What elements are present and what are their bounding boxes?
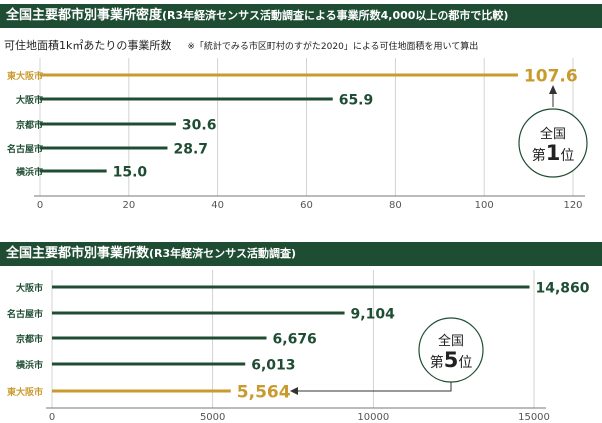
chart2-rank-badge-line2: 第5位 [430, 348, 473, 372]
chart1-rank-badge-line1: 全国 [540, 126, 566, 142]
chart1-tick-label: 80 [389, 200, 402, 211]
chart2-rank-prefix: 第 [430, 354, 444, 371]
chart2-tick-label: 0 [49, 412, 55, 423]
chart2-category-label: 東大阪市 [7, 386, 43, 398]
chart2-rank-number: 5 [444, 348, 459, 372]
chart1-tick-label: 40 [211, 200, 224, 211]
chart1-rank-suffix: 位 [560, 148, 574, 164]
chart2-category-label: 名古屋市 [7, 308, 43, 320]
chart1-title-banner: 全国主要都市別事業所密度(R3年経済センサス活動調査による事業所数4,000以上… [0, 4, 602, 28]
chart1-category-label: 東大阪市 [7, 70, 43, 82]
chart2-title-banner: 全国主要都市別事業所数(R3年経済センサス活動調査) [0, 242, 602, 266]
chart2-tick-label: 15000 [518, 412, 550, 423]
chart1-category-label: 京都市 [16, 119, 43, 131]
chart1-tick-label: 100 [475, 200, 494, 211]
chart1-subtitle: (R3年経済センサス活動調査による事業所数4,000以上の都市で比較) [162, 9, 509, 22]
chart2-tick-label: 10000 [357, 412, 389, 423]
chart1-value-label: 65.9 [339, 92, 374, 108]
chart2-subtitle: (R3年経済センサス活動調査) [149, 247, 296, 260]
chart1-note: ※「統計でみる市区町村のすがた2020」による可住地面積を用いて算出 [187, 42, 479, 52]
chart2-plot: 0 5000 10000 15000 大阪市 14,860 名古屋市 9,104 京都市 6,67… [7, 270, 590, 423]
chart1-rank-arrow-head [549, 85, 557, 94]
chart1-tick-label: 0 [37, 200, 43, 211]
chart1-rank-badge [518, 108, 588, 178]
chart1-ylabel: 可住地面積1k㎡あたりの事業所数 [4, 39, 172, 52]
chart1-value-label: 107.6 [524, 66, 578, 86]
chart1-value-label: 30.6 [182, 117, 217, 133]
chart2-value-label: 14,860 [536, 280, 590, 296]
chart1-tick-label: 60 [300, 200, 313, 211]
chart1-title: 全国主要都市別事業所密度 [6, 8, 163, 23]
chart2-value-label: 6,676 [273, 331, 317, 347]
chart2-category-label: 京都市 [16, 333, 43, 345]
chart1-rank-prefix: 第 [532, 147, 546, 164]
chart2-rank-badge-line1: 全国 [438, 333, 464, 349]
chart1-rank-badge-line2: 第1位 [532, 141, 575, 165]
chart2-category-label: 横浜市 [16, 359, 43, 371]
chart2-value-label: 5,564 [237, 382, 291, 402]
chart1-tick-label: 120 [563, 200, 582, 211]
chart2-rank-arrow-head [290, 387, 298, 395]
chart1-category-label: 大阪市 [16, 94, 43, 106]
chart1-category-label: 名古屋市 [7, 143, 43, 155]
chart2-rank-suffix: 位 [458, 355, 472, 371]
chart1-rank-number: 1 [546, 141, 561, 165]
chart2-rank-arrow [298, 382, 452, 392]
chart2-value-label: 9,104 [351, 306, 396, 322]
chart1-value-label: 28.7 [173, 141, 208, 157]
chart2-value-label: 6,013 [251, 357, 295, 373]
chart2-title: 全国主要都市別事業所数 [6, 246, 150, 261]
chart2-category-label: 大阪市 [16, 282, 43, 294]
chart1-plot: 0 20 40 60 80 100 120 東大阪市 107.6 大阪市 65.9 京都市 30.6 名古… [7, 58, 588, 211]
chart2-tick-label: 5000 [200, 412, 225, 423]
chart1-category-label: 横浜市 [16, 166, 43, 178]
chart1-axis-caption: 可住地面積1k㎡あたりの事業所数 ※「統計でみる市区町村のすがた2020」による可… [4, 37, 478, 53]
chart1-value-label: 15.0 [113, 164, 148, 180]
chart1-tick-label: 20 [122, 200, 135, 211]
